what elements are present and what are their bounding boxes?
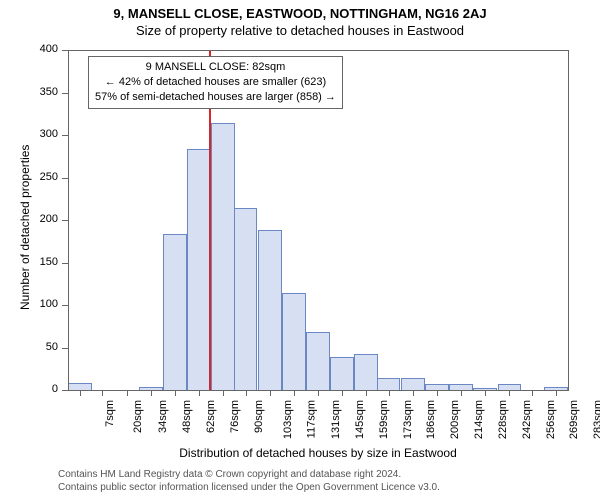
histogram-bar [258, 230, 282, 392]
x-tick [342, 390, 343, 396]
chart-container: 9, MANSELL CLOSE, EASTWOOD, NOTTINGHAM, … [0, 0, 600, 500]
x-tick-label: 34sqm [157, 400, 169, 433]
x-tick-label: 145sqm [354, 400, 366, 439]
y-tick [62, 135, 68, 136]
x-tick [127, 390, 128, 396]
x-tick [485, 390, 486, 396]
x-tick [151, 390, 152, 396]
x-tick [318, 390, 319, 396]
annotation-line2: ← 42% of detached houses are smaller (62… [95, 75, 336, 90]
x-tick [437, 390, 438, 396]
histogram-bar [211, 123, 235, 391]
chart-title-sub: Size of property relative to detached ho… [0, 21, 600, 38]
x-tick-label: 62sqm [205, 400, 217, 433]
y-tick [62, 178, 68, 179]
x-tick-label: 283sqm [592, 400, 600, 439]
chart-title-main: 9, MANSELL CLOSE, EASTWOOD, NOTTINGHAM, … [0, 0, 600, 21]
x-tick [461, 390, 462, 396]
x-tick [80, 390, 81, 396]
footer-credits: Contains HM Land Registry data © Crown c… [58, 468, 440, 494]
y-axis-label: Number of detached properties [18, 145, 32, 310]
x-tick-label: 256sqm [546, 400, 558, 439]
x-tick-label: 159sqm [378, 400, 390, 439]
x-tick [102, 390, 103, 396]
x-tick [556, 390, 557, 396]
histogram-bar [306, 332, 330, 392]
x-tick [532, 390, 533, 396]
y-tick [62, 305, 68, 306]
x-tick-label: 48sqm [181, 400, 193, 433]
x-tick [366, 390, 367, 396]
x-tick [270, 390, 271, 396]
annotation-line1: 9 MANSELL CLOSE: 82sqm [95, 60, 336, 75]
x-tick-label: 20sqm [133, 400, 145, 433]
y-tick [62, 50, 68, 51]
annotation-line3: 57% of semi-detached houses are larger (… [95, 90, 336, 105]
x-tick-label: 7sqm [104, 400, 116, 427]
y-tick-label: 0 [28, 383, 58, 395]
y-tick-label: 50 [28, 341, 58, 353]
x-tick-label: 228sqm [497, 400, 509, 439]
x-tick-label: 76sqm [229, 400, 241, 433]
y-tick-label: 150 [28, 256, 58, 268]
x-tick-label: 186sqm [425, 400, 437, 439]
x-tick-label: 103sqm [282, 400, 294, 439]
x-tick [246, 390, 247, 396]
footer-line1: Contains HM Land Registry data © Crown c… [58, 468, 440, 481]
x-axis-label: Distribution of detached houses by size … [68, 446, 568, 460]
x-tick [413, 390, 414, 396]
x-tick-label: 200sqm [449, 400, 461, 439]
x-tick [389, 390, 390, 396]
footer-line2: Contains public sector information licen… [58, 481, 440, 494]
x-tick-label: 131sqm [330, 400, 342, 439]
x-tick [223, 390, 224, 396]
x-tick-label: 90sqm [253, 400, 265, 433]
y-tick [62, 263, 68, 264]
x-tick-label: 173sqm [402, 400, 414, 439]
x-tick [175, 390, 176, 396]
y-tick-label: 350 [28, 86, 58, 98]
x-tick-label: 269sqm [568, 400, 580, 439]
y-tick [62, 348, 68, 349]
annotation-box: 9 MANSELL CLOSE: 82sqm ← 42% of detached… [88, 56, 343, 109]
y-tick-label: 200 [28, 213, 58, 225]
x-tick [199, 390, 200, 396]
histogram-bar [354, 354, 378, 391]
y-tick-label: 300 [28, 128, 58, 140]
y-tick-label: 100 [28, 298, 58, 310]
histogram-bar [330, 357, 354, 391]
x-tick [509, 390, 510, 396]
x-tick-label: 242sqm [521, 400, 533, 439]
x-tick [294, 390, 295, 396]
histogram-bar [163, 234, 187, 391]
histogram-bar [282, 293, 306, 391]
histogram-bar [234, 208, 258, 391]
y-tick [62, 390, 68, 391]
x-tick-label: 214sqm [473, 400, 485, 439]
x-tick-label: 117sqm [305, 400, 317, 438]
y-tick [62, 93, 68, 94]
y-tick [62, 220, 68, 221]
y-tick-label: 400 [28, 43, 58, 55]
y-axis [68, 50, 69, 390]
histogram-bar [187, 149, 211, 391]
y-tick-label: 250 [28, 171, 58, 183]
